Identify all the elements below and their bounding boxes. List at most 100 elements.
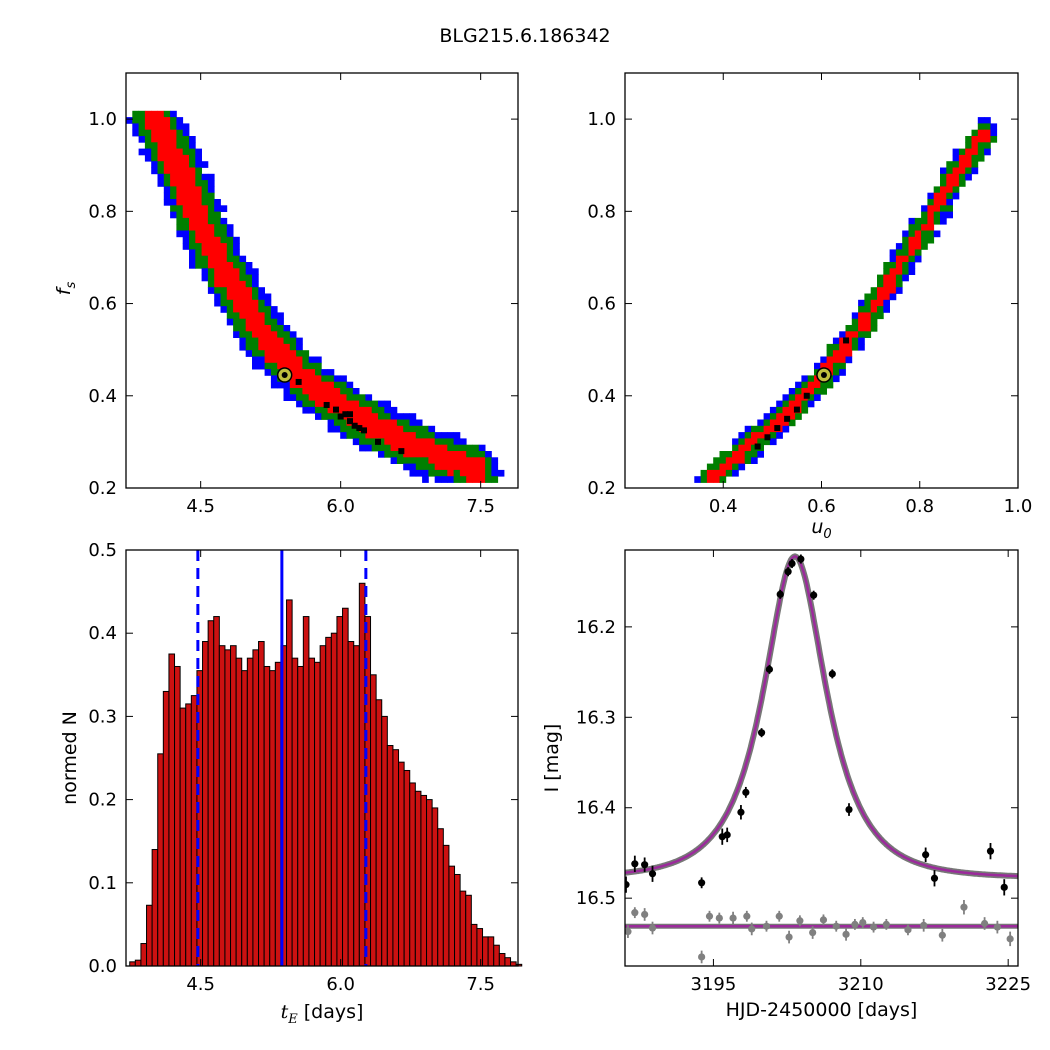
density-cell-2sigma — [220, 299, 228, 307]
density-cell-1sigma — [157, 117, 165, 124]
density-cell-2sigma — [763, 438, 771, 446]
density-cell-2sigma — [485, 463, 492, 471]
density-cell-1sigma — [195, 230, 202, 238]
y-tick-label: 0.2 — [88, 478, 117, 499]
density-cell-3sigma — [895, 287, 903, 294]
density-cell-3sigma — [927, 192, 935, 200]
secondary-data-point — [869, 923, 878, 931]
density-cell-1sigma — [163, 136, 171, 143]
density-cell-2sigma — [839, 362, 846, 370]
density-cell-1sigma — [472, 463, 480, 471]
density-cell-1sigma — [220, 268, 228, 275]
density-cell-1sigma — [327, 394, 335, 401]
density-cell-2sigma — [302, 400, 310, 408]
density-cell-1sigma — [788, 413, 796, 420]
secondary-data-point — [785, 933, 793, 941]
density-cell-1sigma — [163, 142, 171, 149]
density-cell-2sigma — [889, 262, 897, 269]
density-cell-1sigma — [441, 457, 448, 464]
density-cell-3sigma — [226, 318, 234, 326]
density-cell-2sigma — [170, 192, 177, 200]
density-cell-2sigma — [422, 432, 429, 439]
density-cell-1sigma — [189, 224, 196, 231]
density-cell-3sigma — [757, 419, 764, 427]
density-cell-1sigma — [289, 356, 297, 364]
density-cell-3sigma — [321, 369, 328, 376]
density-cell-2sigma — [302, 394, 310, 401]
density-cell-1sigma — [296, 362, 303, 370]
density-cell-3sigma — [403, 413, 410, 420]
density-cell-3sigma — [832, 375, 840, 383]
density-cell-2sigma — [340, 381, 347, 389]
density-cell-3sigma — [233, 249, 240, 257]
density-cell-2sigma — [403, 457, 410, 464]
density-cell-2sigma — [946, 192, 953, 200]
density-cell-2sigma — [321, 375, 328, 383]
density-cell-2sigma — [908, 255, 916, 263]
density-cell-2sigma — [921, 236, 928, 244]
density-cell-1sigma — [163, 167, 171, 175]
y-tick-label: 0.8 — [88, 201, 117, 222]
histogram-bar — [504, 957, 512, 967]
y-tick-label: 0.8 — [587, 201, 616, 222]
density-cell-3sigma — [283, 325, 291, 332]
density-cell-3sigma — [201, 268, 209, 275]
density-cell-3sigma — [396, 413, 404, 420]
density-cell-3sigma — [384, 400, 391, 408]
density-cell-2sigma — [277, 331, 284, 338]
density-cell-1sigma — [365, 406, 373, 414]
histogram-bar — [381, 715, 388, 967]
density-cell-2sigma — [864, 299, 872, 307]
density-cell-1sigma — [201, 211, 209, 219]
density-cell-1sigma — [195, 186, 202, 194]
histogram-bar — [487, 936, 495, 967]
density-cell-1sigma — [921, 224, 928, 231]
density-cell-1sigma — [258, 331, 265, 338]
x-tick-label: 0.4 — [709, 496, 738, 517]
histogram-bar — [246, 657, 254, 967]
density-cell-3sigma — [908, 217, 916, 225]
density-cell-3sigma — [176, 117, 184, 124]
density-cell-3sigma — [308, 406, 316, 414]
density-cell-1sigma — [182, 211, 190, 219]
density-cell-2sigma — [220, 293, 228, 301]
density-cell-1sigma — [788, 400, 796, 408]
density-cell-2sigma — [315, 406, 322, 414]
density-cell-3sigma — [738, 432, 746, 439]
density-cell-1sigma — [258, 318, 265, 326]
density-cell-2sigma — [182, 224, 190, 231]
density-cell-3sigma — [409, 463, 417, 471]
density-cell-2sigma — [378, 438, 385, 446]
density-cell-3sigma — [409, 469, 417, 477]
histogram-bar — [498, 953, 506, 967]
density-cell-3sigma — [296, 400, 303, 408]
density-cell-2sigma — [315, 369, 322, 376]
density-cell-2sigma — [346, 432, 354, 439]
density-cell-1sigma — [971, 136, 979, 143]
density-cell-1sigma — [170, 167, 177, 175]
density-cell-2sigma — [220, 236, 228, 244]
density-cell-2sigma — [927, 199, 935, 206]
density-cell-2sigma — [763, 419, 771, 427]
density-cell-1sigma — [220, 274, 228, 282]
density-cell-2sigma — [858, 331, 865, 338]
density-cell-2sigma — [415, 432, 423, 439]
density-cell-3sigma — [390, 413, 398, 420]
density-cell-3sigma — [763, 413, 771, 420]
density-cell-3sigma — [346, 381, 354, 389]
density-cell-2sigma — [195, 167, 202, 175]
density-cell-2sigma — [447, 438, 454, 446]
main-data-point — [784, 568, 792, 576]
y-tick-label: 16.2 — [576, 617, 616, 638]
density-cell-1sigma — [233, 293, 240, 301]
density-cell-2sigma — [428, 463, 436, 471]
density-cell-2sigma — [946, 205, 953, 212]
density-cell-2sigma — [163, 173, 171, 181]
histogram-bar — [185, 703, 192, 967]
density-cell-3sigma — [744, 425, 752, 433]
density-cell-1sigma — [769, 419, 777, 427]
density-cell-2sigma — [870, 293, 878, 301]
density-cell-3sigma — [902, 274, 909, 282]
density-cell-3sigma — [940, 211, 947, 219]
density-cell-3sigma — [151, 161, 158, 168]
